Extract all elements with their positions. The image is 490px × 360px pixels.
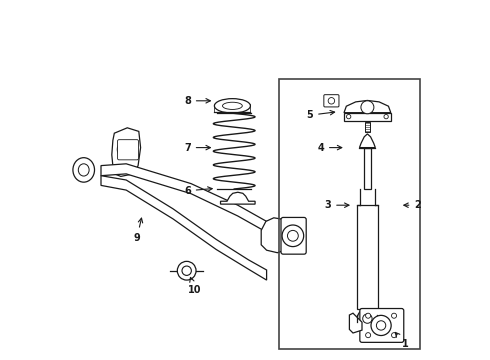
Polygon shape xyxy=(101,164,267,232)
Text: 2: 2 xyxy=(404,200,421,210)
FancyBboxPatch shape xyxy=(360,309,404,342)
Bar xyxy=(364,148,370,189)
Polygon shape xyxy=(261,218,288,253)
Polygon shape xyxy=(112,128,141,176)
Bar xyxy=(365,122,369,132)
Text: 6: 6 xyxy=(184,186,212,196)
Bar xyxy=(357,205,378,309)
Ellipse shape xyxy=(78,164,89,176)
Circle shape xyxy=(392,333,396,338)
Text: 9: 9 xyxy=(134,218,143,243)
Polygon shape xyxy=(360,134,375,148)
Circle shape xyxy=(371,315,391,336)
FancyBboxPatch shape xyxy=(281,217,306,254)
Circle shape xyxy=(117,140,135,158)
Text: 8: 8 xyxy=(184,96,210,106)
Text: 1: 1 xyxy=(395,332,409,349)
Circle shape xyxy=(282,225,304,247)
Text: 4: 4 xyxy=(317,143,342,153)
Bar xyxy=(344,113,391,121)
Ellipse shape xyxy=(73,158,95,182)
Circle shape xyxy=(384,114,388,119)
Circle shape xyxy=(363,314,372,323)
Circle shape xyxy=(182,266,192,275)
Circle shape xyxy=(366,313,370,318)
FancyBboxPatch shape xyxy=(324,95,339,107)
Text: 5: 5 xyxy=(306,110,335,120)
Circle shape xyxy=(361,101,374,114)
Circle shape xyxy=(346,114,351,119)
Text: 3: 3 xyxy=(324,200,349,210)
Circle shape xyxy=(376,321,386,330)
Circle shape xyxy=(357,309,377,329)
FancyBboxPatch shape xyxy=(118,140,139,160)
Text: 10: 10 xyxy=(188,278,201,295)
Bar xyxy=(279,79,419,349)
Polygon shape xyxy=(220,192,255,204)
Polygon shape xyxy=(344,100,391,113)
Circle shape xyxy=(288,230,298,241)
Circle shape xyxy=(392,313,396,318)
Circle shape xyxy=(177,261,196,280)
Polygon shape xyxy=(349,313,362,333)
Ellipse shape xyxy=(222,102,242,109)
Ellipse shape xyxy=(215,99,250,113)
Circle shape xyxy=(366,333,370,338)
Text: 7: 7 xyxy=(184,143,210,153)
Circle shape xyxy=(328,98,335,104)
Polygon shape xyxy=(101,176,267,280)
